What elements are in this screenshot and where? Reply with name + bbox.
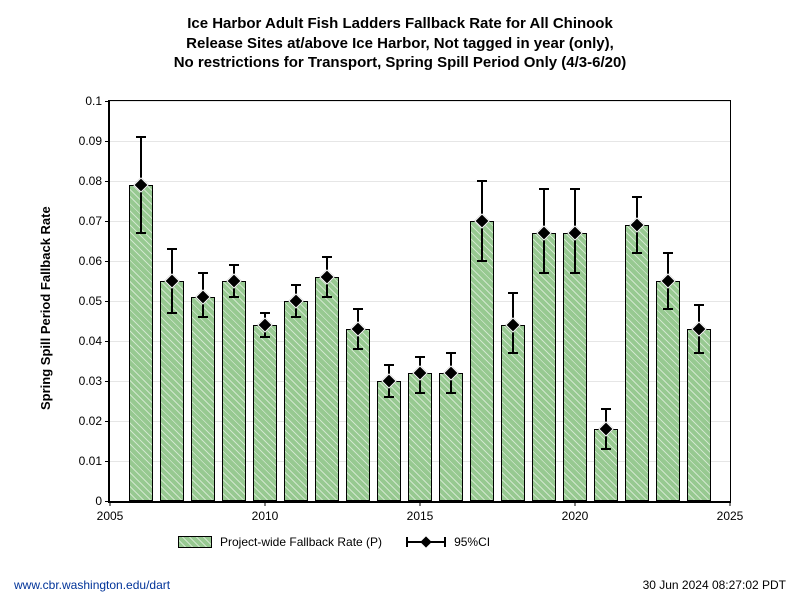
error-cap bbox=[570, 188, 580, 190]
error-cap bbox=[632, 252, 642, 254]
gridline bbox=[110, 101, 730, 102]
data-bar bbox=[315, 277, 340, 501]
y-tick-mark bbox=[105, 101, 110, 102]
x-tick-label: 2025 bbox=[717, 509, 744, 523]
y-tick-label: 0.02 bbox=[60, 414, 102, 428]
legend-bar-swatch bbox=[178, 536, 212, 548]
error-cap bbox=[477, 180, 487, 182]
y-tick-label: 0.06 bbox=[60, 254, 102, 268]
y-tick-mark bbox=[105, 261, 110, 262]
y-tick-mark bbox=[105, 341, 110, 342]
data-bar bbox=[470, 221, 495, 501]
error-cap bbox=[384, 396, 394, 398]
x-tick-mark bbox=[265, 501, 266, 506]
x-tick-label: 2020 bbox=[562, 509, 589, 523]
y-tick-label: 0.09 bbox=[60, 134, 102, 148]
error-cap bbox=[694, 304, 704, 306]
legend: Project-wide Fallback Rate (P) 95%CI bbox=[178, 535, 490, 549]
error-cap bbox=[260, 336, 270, 338]
error-cap bbox=[508, 292, 518, 294]
y-tick-label: 0.01 bbox=[60, 454, 102, 468]
data-bar bbox=[377, 381, 402, 501]
y-tick-label: 0 bbox=[60, 494, 102, 508]
error-cap bbox=[384, 364, 394, 366]
legend-item-ci: 95%CI bbox=[406, 535, 490, 549]
y-tick-label: 0.08 bbox=[60, 174, 102, 188]
error-cap bbox=[415, 392, 425, 394]
chart-title: Ice Harbor Adult Fish Ladders Fallback R… bbox=[0, 0, 800, 73]
error-cap bbox=[601, 448, 611, 450]
x-tick-mark bbox=[730, 501, 731, 506]
y-tick-label: 0.1 bbox=[60, 94, 102, 108]
error-cap bbox=[229, 264, 239, 266]
x-tick-label: 2005 bbox=[97, 509, 124, 523]
data-bar bbox=[191, 297, 216, 501]
error-cap bbox=[353, 348, 363, 350]
error-cap bbox=[136, 136, 146, 138]
error-cap bbox=[229, 296, 239, 298]
x-tick-mark bbox=[420, 501, 421, 506]
y-tick-mark bbox=[105, 301, 110, 302]
title-line-1: Ice Harbor Adult Fish Ladders Fallback R… bbox=[0, 14, 800, 34]
legend-item-bar: Project-wide Fallback Rate (P) bbox=[178, 535, 382, 549]
x-tick-mark bbox=[110, 501, 111, 506]
data-bar bbox=[284, 301, 309, 501]
error-cap bbox=[477, 260, 487, 262]
legend-ci-label: 95%CI bbox=[454, 535, 490, 549]
data-bar bbox=[253, 325, 278, 501]
error-cap bbox=[539, 188, 549, 190]
error-cap bbox=[446, 352, 456, 354]
error-cap bbox=[446, 392, 456, 394]
error-cap bbox=[539, 272, 549, 274]
error-cap bbox=[136, 232, 146, 234]
y-tick-mark bbox=[105, 221, 110, 222]
gridline bbox=[110, 181, 730, 182]
title-line-3: No restrictions for Transport, Spring Sp… bbox=[0, 53, 800, 73]
y-tick-mark bbox=[105, 421, 110, 422]
y-tick-label: 0.04 bbox=[60, 334, 102, 348]
error-cap bbox=[291, 284, 301, 286]
y-tick-mark bbox=[105, 181, 110, 182]
error-cap bbox=[322, 256, 332, 258]
y-tick-mark bbox=[105, 461, 110, 462]
y-tick-mark bbox=[105, 381, 110, 382]
x-tick-label: 2015 bbox=[407, 509, 434, 523]
error-cap bbox=[415, 356, 425, 358]
error-cap bbox=[663, 308, 673, 310]
error-cap bbox=[291, 316, 301, 318]
footer-source-url: www.cbr.washington.edu/dart bbox=[14, 578, 170, 592]
y-tick-label: 0.03 bbox=[60, 374, 102, 388]
error-cap bbox=[167, 248, 177, 250]
x-tick-label: 2010 bbox=[252, 509, 279, 523]
error-cap bbox=[508, 352, 518, 354]
data-bar bbox=[687, 329, 712, 501]
error-cap bbox=[601, 408, 611, 410]
error-cap bbox=[663, 252, 673, 254]
y-tick-label: 0.07 bbox=[60, 214, 102, 228]
title-line-2: Release Sites at/above Ice Harbor, Not t… bbox=[0, 34, 800, 54]
y-tick-label: 0.05 bbox=[60, 294, 102, 308]
error-cap bbox=[632, 196, 642, 198]
error-cap bbox=[322, 296, 332, 298]
data-bar bbox=[160, 281, 185, 501]
error-cap bbox=[570, 272, 580, 274]
data-bar bbox=[625, 225, 650, 501]
gridline bbox=[110, 141, 730, 142]
legend-ci-swatch bbox=[406, 536, 446, 548]
x-tick-mark bbox=[575, 501, 576, 506]
error-cap bbox=[694, 352, 704, 354]
error-cap bbox=[353, 308, 363, 310]
data-bar bbox=[346, 329, 371, 501]
error-cap bbox=[167, 312, 177, 314]
error-cap bbox=[198, 272, 208, 274]
error-cap bbox=[198, 316, 208, 318]
y-tick-mark bbox=[105, 141, 110, 142]
chart-plot-area: 00.010.020.030.040.050.060.070.080.090.1… bbox=[108, 100, 731, 503]
data-bar bbox=[222, 281, 247, 501]
data-bar bbox=[656, 281, 681, 501]
legend-bar-label: Project-wide Fallback Rate (P) bbox=[220, 535, 382, 549]
y-axis-label: Spring Spill Period Fallback Rate bbox=[38, 206, 53, 410]
footer-timestamp: 30 Jun 2024 08:27:02 PDT bbox=[643, 578, 786, 592]
error-cap bbox=[260, 312, 270, 314]
